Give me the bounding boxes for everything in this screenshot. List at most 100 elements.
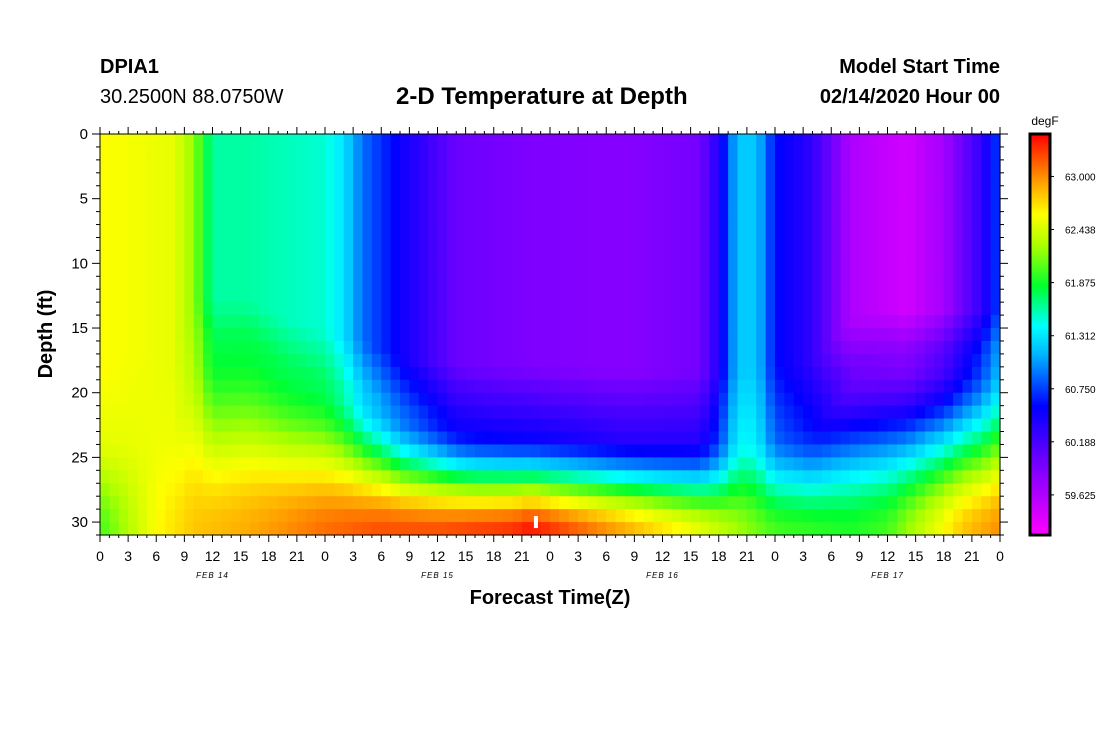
heatmap-cell <box>371 224 382 239</box>
heatmap-cell <box>428 172 439 187</box>
heatmap-cell <box>850 522 860 536</box>
heatmap-cell <box>925 379 935 394</box>
heatmap-cell <box>521 379 532 394</box>
heatmap-cell <box>231 289 242 303</box>
heatmap-cell <box>456 431 467 446</box>
heatmap-cell <box>803 405 814 420</box>
heatmap-cell <box>756 496 767 510</box>
heatmap-cell <box>850 444 860 458</box>
heatmap-cell <box>718 457 729 471</box>
heatmap-cell <box>906 496 917 510</box>
x-tick-label: 21 <box>289 548 305 564</box>
heatmap-cell <box>325 340 335 355</box>
heatmap-cell <box>671 353 682 368</box>
heatmap-cell <box>475 146 485 161</box>
heatmap-cell <box>400 172 410 187</box>
heatmap-cell <box>681 198 692 213</box>
heatmap-cell <box>203 185 214 200</box>
heatmap-cell <box>231 366 242 381</box>
heatmap-cell <box>775 211 785 226</box>
heatmap-cell <box>446 172 457 187</box>
colorbar-ticks: 63.00062.43861.87561.31260.75060.18859.6… <box>1050 172 1096 502</box>
heatmap-cell <box>400 392 410 407</box>
heatmap-cell <box>775 224 785 239</box>
colorbar-tick-label: 60.188 <box>1065 438 1096 449</box>
heatmap-cell <box>587 483 598 497</box>
heatmap-cell <box>259 172 270 187</box>
heatmap-cell <box>709 522 720 536</box>
heatmap-cell <box>925 444 935 458</box>
heatmap-cell <box>521 496 532 510</box>
heatmap-cell <box>128 483 139 497</box>
heatmap-cell <box>784 146 795 161</box>
heatmap-cell <box>971 405 982 420</box>
heatmap-cell <box>353 366 364 381</box>
heatmap-cell <box>128 405 139 420</box>
heatmap-cell <box>531 340 542 355</box>
heatmap-cell <box>962 276 973 290</box>
heatmap-cell <box>315 276 326 290</box>
heatmap-cell <box>746 237 757 252</box>
heatmap-cell <box>484 496 495 510</box>
heatmap-cell <box>568 315 579 329</box>
heatmap-cell <box>250 431 260 446</box>
heatmap-cell <box>250 522 260 536</box>
heatmap-cell <box>596 289 607 303</box>
heatmap-cell <box>596 172 607 187</box>
heatmap-cell <box>231 159 242 174</box>
heatmap-cell <box>521 211 532 226</box>
heatmap-cell <box>390 457 401 471</box>
heatmap-cell <box>343 211 354 226</box>
heatmap-cell <box>559 198 570 213</box>
heatmap-cell <box>793 289 804 303</box>
heatmap-cell <box>850 276 860 290</box>
heatmap-cell <box>493 457 504 471</box>
heatmap-cell <box>165 159 176 174</box>
heatmap-cell <box>859 198 870 213</box>
heatmap-cell <box>718 211 729 226</box>
y-axis-label: Depth (ft) <box>35 290 57 379</box>
heatmap-cell <box>962 211 973 226</box>
heatmap-cell <box>850 457 860 471</box>
heatmap-cell <box>437 405 448 420</box>
heatmap-cell <box>296 353 307 368</box>
heatmap-cell <box>850 496 860 510</box>
max-value-marker <box>533 516 538 529</box>
heatmap-cell <box>587 263 598 277</box>
heatmap-cell <box>343 250 354 264</box>
heatmap-cell <box>962 431 973 446</box>
heatmap-cell <box>990 289 1001 303</box>
heatmap-cell <box>475 224 485 239</box>
heatmap-cell <box>390 522 401 536</box>
heatmap-cell <box>512 211 523 226</box>
heatmap-cell <box>296 444 307 458</box>
heatmap-cell <box>221 276 232 290</box>
heatmap-cell <box>484 483 495 497</box>
heatmap-cell <box>690 276 701 290</box>
heatmap-cell <box>296 522 307 536</box>
heatmap-cell <box>596 185 607 200</box>
heatmap-cell <box>765 392 776 407</box>
heatmap-cell <box>690 392 701 407</box>
heatmap-cell <box>287 315 298 329</box>
heatmap-cell <box>165 250 176 264</box>
heatmap-cell <box>165 146 176 161</box>
heatmap-cell <box>700 509 710 523</box>
heatmap-cell <box>793 302 804 316</box>
heatmap-cell <box>428 185 439 200</box>
heatmap-cell <box>690 340 701 355</box>
heatmap-cell <box>250 159 260 174</box>
heatmap-cell <box>700 185 710 200</box>
heatmap-cell <box>371 302 382 316</box>
heatmap-cell <box>137 353 148 368</box>
heatmap-cell <box>456 198 467 213</box>
heatmap-cell <box>259 134 270 148</box>
heatmap-cell <box>803 302 814 316</box>
heatmap-cell <box>803 211 814 226</box>
heatmap-cell <box>540 224 551 239</box>
heatmap-cell <box>381 172 392 187</box>
heatmap-cell <box>137 263 148 277</box>
heatmap-cell <box>484 522 495 536</box>
heatmap-cell <box>109 302 120 316</box>
heatmap-cell <box>615 185 626 200</box>
